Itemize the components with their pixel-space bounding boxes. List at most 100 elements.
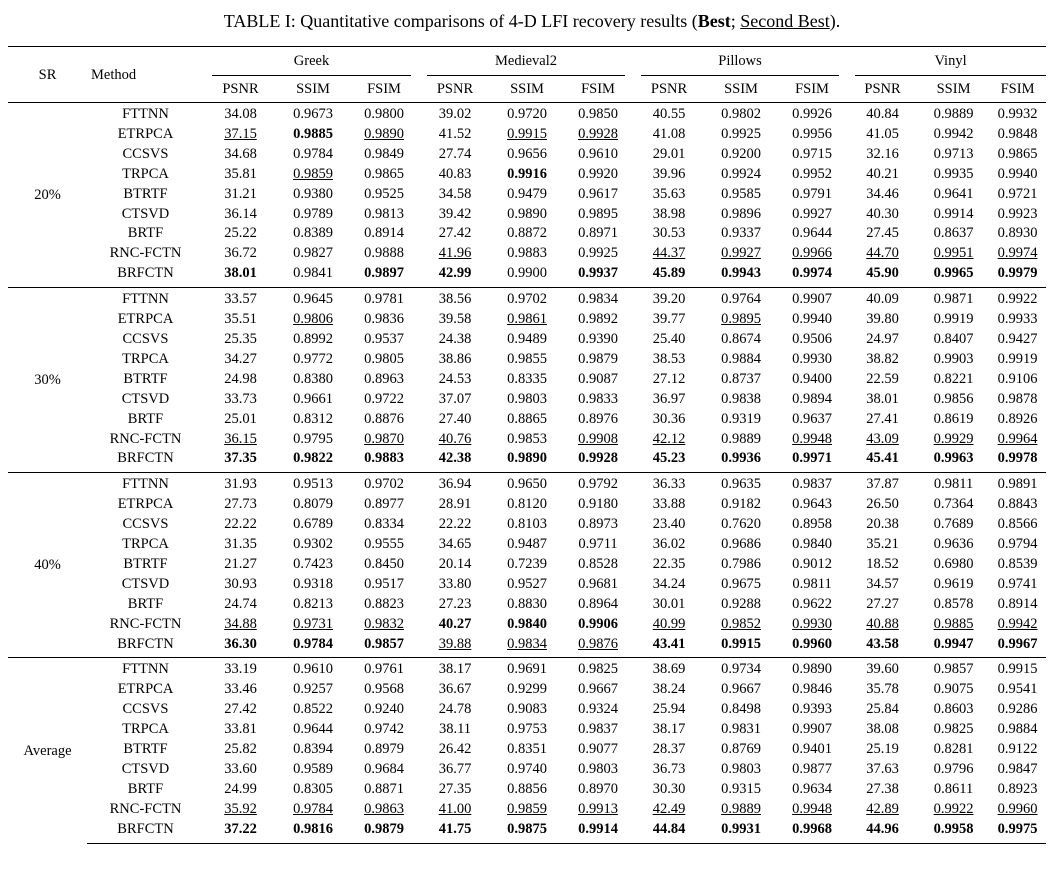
metric-value: 37.15 — [224, 125, 257, 142]
metric-cell: 0.8963 — [349, 370, 419, 390]
metric-cell: 0.9925 — [563, 244, 633, 264]
metric-value: 0.9711 — [578, 536, 618, 553]
metric-cell: 42.49 — [633, 800, 705, 820]
metric-value: 0.9900 — [507, 265, 547, 282]
metric-value: 39.96 — [652, 165, 686, 182]
metric-value: 0.8830 — [507, 595, 547, 612]
metric-value: 0.9925 — [578, 245, 618, 262]
method-name: ETRPCA — [117, 125, 174, 142]
metric-cell: 0.9978 — [989, 449, 1046, 472]
metric-cell: 33.80 — [419, 575, 491, 595]
metric-cell: 0.6980 — [918, 555, 989, 575]
metric-cell: 35.63 — [633, 185, 705, 205]
metric-value: 0.9968 — [792, 820, 832, 837]
metric-value: 0.9805 — [364, 350, 404, 367]
metric-value: 0.9390 — [578, 330, 618, 347]
metric-value: 36.97 — [652, 390, 686, 407]
metric-cell: 38.17 — [633, 720, 705, 740]
header-metric-fsim: FSIM — [795, 81, 829, 97]
metric-cell: 0.9806 — [277, 310, 349, 330]
metric-value: 40.76 — [438, 430, 472, 447]
metric-value: 36.15 — [224, 430, 257, 447]
header-method: Method — [87, 46, 204, 103]
metric-value: 0.9822 — [293, 450, 333, 467]
header-metric-psnr: PSNR — [436, 81, 474, 97]
metric-value: 36.67 — [438, 681, 472, 698]
metric-cell: 0.9889 — [918, 101, 990, 125]
metric-value: 0.8619 — [933, 410, 974, 427]
metric-value: 0.6980 — [933, 555, 974, 572]
metric-value: 0.9890 — [792, 661, 832, 678]
metric-cell: 0.9840 — [491, 615, 563, 635]
metric-value: 27.40 — [438, 410, 472, 427]
metric-value: 0.9974 — [792, 265, 832, 282]
metric-value: 0.9796 — [933, 761, 974, 777]
metric-cell: 24.98 — [204, 370, 277, 390]
metric-value: 38.86 — [438, 350, 472, 367]
metric-cell: 33.46 — [204, 680, 277, 700]
metric-cell: 0.9948 — [777, 430, 847, 450]
metric-cell: 20.38 — [847, 515, 918, 535]
metric-cell: 0.8876 — [349, 410, 419, 430]
metric-value: 0.9643 — [792, 496, 832, 513]
caption-best-label: Best — [697, 11, 731, 31]
metric-cell: 33.19 — [204, 657, 277, 681]
table-row: BRFCTN 36.30 0.9784 0.9857 39.88 0.9834 0.9876… — [8, 635, 1046, 658]
metric-value: 40.99 — [652, 615, 686, 632]
metric-cell: 0.9673 — [277, 101, 349, 125]
metric-value: 0.8539 — [997, 555, 1038, 572]
metric-cell: 0.9380 — [277, 185, 349, 205]
metric-value: 0.9825 — [933, 721, 974, 738]
metric-cell: 42.99 — [419, 264, 491, 287]
metric-cell: 0.9182 — [705, 495, 777, 515]
metric-cell: 40.76 — [419, 430, 491, 450]
metric-cell: 43.58 — [847, 635, 918, 658]
metric-value: 0.9964 — [997, 430, 1038, 447]
metric-value: 0.9879 — [364, 820, 404, 837]
results-table: SR Method Greek Medieval2 Pillows Vinyl … — [8, 46, 1047, 844]
metric-cell: 0.9859 — [277, 165, 349, 185]
metric-cell: 27.23 — [419, 595, 491, 615]
method-name: BRFCTN — [117, 450, 174, 467]
metric-value: 0.9849 — [364, 145, 404, 162]
metric-value: 39.20 — [652, 291, 686, 308]
metric-value: 0.9784 — [293, 145, 333, 162]
metric-value: 38.08 — [866, 721, 899, 738]
metric-value: 0.9923 — [997, 205, 1038, 222]
metric-value: 0.9840 — [507, 615, 547, 632]
metric-value: 0.8971 — [578, 225, 618, 242]
metric-cell: 0.9884 — [989, 720, 1046, 740]
metric-cell: 0.9644 — [777, 224, 847, 244]
metric-value: 0.8865 — [507, 410, 547, 427]
metric-cell: 0.9740 — [491, 760, 563, 780]
metric-cell: 26.50 — [847, 495, 918, 515]
metric-cell: 41.96 — [419, 244, 491, 264]
metric-value: 0.8979 — [364, 741, 404, 758]
metric-cell: 0.9960 — [777, 635, 847, 658]
metric-cell: 36.33 — [633, 472, 706, 496]
metric-value: 0.9907 — [792, 721, 832, 738]
metric-value: 25.35 — [224, 330, 257, 347]
metric-cell: 0.8603 — [918, 700, 989, 720]
metric-cell: 33.81 — [204, 720, 277, 740]
metric-cell: 34.88 — [204, 615, 277, 635]
metric-cell: 32.16 — [847, 145, 918, 165]
metric-value: 36.14 — [224, 205, 257, 222]
metric-value: 0.7364 — [933, 496, 974, 513]
metric-cell: 44.37 — [633, 244, 705, 264]
metric-cell: 0.8970 — [563, 780, 633, 800]
metric-value: 39.42 — [438, 205, 472, 222]
metric-cell: 35.78 — [847, 680, 918, 700]
metric-value: 30.30 — [652, 780, 686, 797]
metric-value: 0.9200 — [721, 145, 761, 162]
metric-value: 30.01 — [652, 595, 686, 612]
table-row: CTSVD 30.93 0.9318 0.9517 33.80 0.9527 0.9681 3… — [8, 575, 1046, 595]
metric-cell: 0.9324 — [563, 700, 633, 720]
metric-value: 0.9853 — [507, 430, 547, 447]
metric-cell: 34.68 — [204, 145, 277, 165]
metric-cell: 38.01 — [847, 390, 918, 410]
metric-cell: 0.9915 — [989, 657, 1047, 681]
metric-value: 0.9930 — [792, 350, 832, 367]
method-name: BRTF — [127, 225, 164, 242]
metric-value: 0.9619 — [933, 575, 974, 592]
